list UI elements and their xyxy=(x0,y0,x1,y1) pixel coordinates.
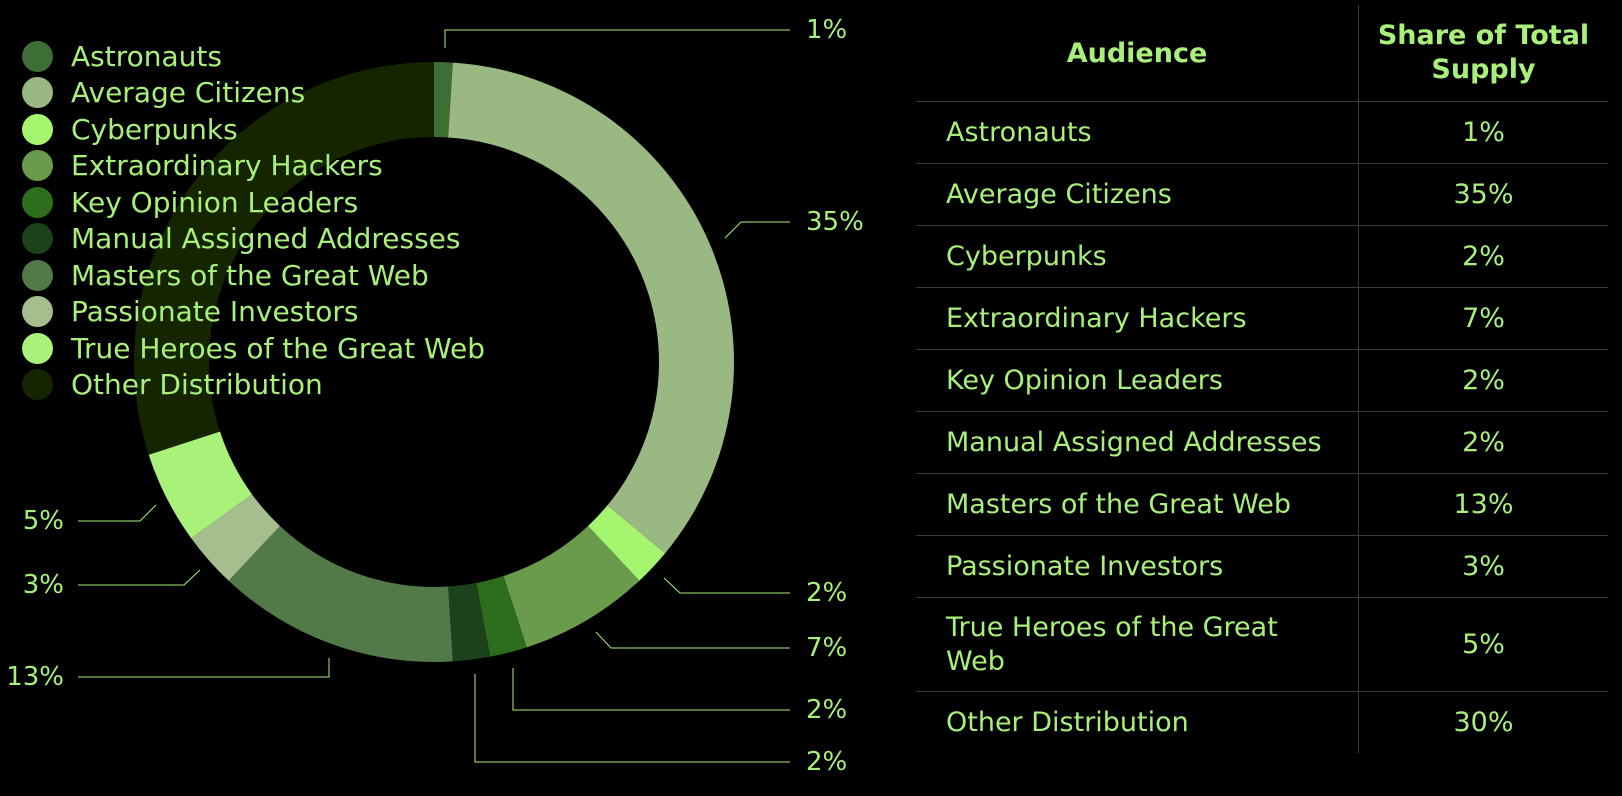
share-cell: 2% xyxy=(1358,349,1608,412)
slice-label-key-opinion-leaders: 2% xyxy=(806,695,847,725)
slice-label-astronauts: 1% xyxy=(806,15,847,45)
share-cell: 35% xyxy=(1358,163,1608,226)
legend-label: Astronauts xyxy=(71,39,222,73)
table-header-row: Audience Share of Total Supply xyxy=(916,5,1608,102)
legend-item-true-heroes-of-the-great-web: True Heroes of the Great Web xyxy=(22,330,485,367)
legend-swatch-icon xyxy=(22,186,53,218)
supply-table: Audience Share of Total Supply Astronaut… xyxy=(916,5,1608,753)
slice-label-extraordinary-hackers: 7% xyxy=(806,633,847,663)
slice-labels: 1% 35% 2% 7% 2% 2% 13% 3% 5% xyxy=(6,15,864,777)
legend-swatch-icon xyxy=(22,113,53,145)
legend-label: Other Distribution xyxy=(71,368,323,402)
slice-other-distribution xyxy=(133,62,434,455)
donut-chart: 1% 35% 2% 7% 2% 2% 13% 3% 5% Astronauts Average C… xyxy=(6,15,864,777)
table-row: Key Opinion Leaders 2% xyxy=(916,349,1608,412)
table-row: Masters of the Great Web 13% xyxy=(916,473,1608,536)
legend-label: Masters of the Great Web xyxy=(71,258,429,292)
leader-lines xyxy=(78,29,790,763)
leader-line-cyberpunks xyxy=(663,577,790,594)
leader-line-passionate-investors xyxy=(78,569,201,586)
donut-slices xyxy=(133,62,735,662)
audience-cell: True Heroes of the Great Web xyxy=(916,597,1359,692)
slice-extraordinary-hackers xyxy=(503,526,640,648)
legend-item-extraordinary-hackers: Extraordinary Hackers xyxy=(22,148,485,185)
legend-label: True Heroes of the Great Web xyxy=(71,331,486,365)
slice-manual-assigned-addresses xyxy=(448,583,491,662)
table-row: Extraordinary Hackers 7% xyxy=(916,287,1608,350)
slice-astronauts xyxy=(434,62,453,138)
legend-swatch-icon xyxy=(22,40,53,72)
leader-line-astronauts xyxy=(444,29,790,48)
audience-cell: Extraordinary Hackers xyxy=(916,287,1359,350)
header-share: Share of Total Supply xyxy=(1358,5,1608,102)
audience-cell: Average Citizens xyxy=(916,163,1359,226)
legend-swatch-icon xyxy=(22,332,53,364)
audience-cell: Passionate Investors xyxy=(916,535,1359,598)
table-row: Manual Assigned Addresses 2% xyxy=(916,411,1608,474)
slice-key-opinion-leaders xyxy=(476,575,527,657)
leader-line-masters-of-the-great-web xyxy=(78,658,330,678)
slice-label-masters-of-the-great-web: 13% xyxy=(6,662,64,692)
share-cell: 2% xyxy=(1358,225,1608,288)
legend-item-key-opinion-leaders: Key Opinion Leaders xyxy=(22,184,485,221)
table-row: Astronauts 1% xyxy=(916,101,1608,164)
audience-cell: Astronauts xyxy=(916,101,1359,164)
share-cell: 2% xyxy=(1358,411,1608,474)
leader-line-manual-assigned-addresses xyxy=(474,674,790,763)
legend-label: Manual Assigned Addresses xyxy=(71,222,461,256)
legend-swatch-icon xyxy=(22,223,53,255)
audience-cell: Cyberpunks xyxy=(916,225,1359,288)
leader-line-key-opinion-leaders xyxy=(512,668,790,711)
share-cell: 7% xyxy=(1358,287,1608,350)
slice-true-heroes-of-the-great-web xyxy=(148,431,252,539)
share-cell: 3% xyxy=(1358,535,1608,598)
legend-item-other-distribution: Other Distribution xyxy=(22,367,485,404)
slice-label-cyberpunks: 2% xyxy=(806,578,847,608)
share-cell: 30% xyxy=(1358,691,1608,753)
audience-cell: Masters of the Great Web xyxy=(916,473,1359,536)
slice-label-average-citizens: 35% xyxy=(806,207,864,237)
legend-item-cyberpunks: Cyberpunks xyxy=(22,111,485,148)
table-row: Passionate Investors 3% xyxy=(916,535,1608,598)
leader-line-extraordinary-hackers xyxy=(595,631,790,649)
table-row: Average Citizens 35% xyxy=(916,163,1608,226)
slice-label-passionate-investors: 3% xyxy=(23,570,64,600)
share-cell: 1% xyxy=(1358,101,1608,164)
audience-cell: Key Opinion Leaders xyxy=(916,349,1359,412)
legend-item-passionate-investors: Passionate Investors xyxy=(22,294,485,331)
table-row: Cyberpunks 2% xyxy=(916,225,1608,288)
leader-line-average-citizens xyxy=(724,221,790,239)
table-row: True Heroes of the Great Web 5% xyxy=(916,597,1608,692)
legend-swatch-icon xyxy=(22,296,53,328)
legend-label: Passionate Investors xyxy=(71,295,359,329)
audience-cell: Manual Assigned Addresses xyxy=(916,411,1359,474)
slice-average-citizens xyxy=(448,62,735,554)
slice-passionate-investors xyxy=(191,494,280,581)
chart-legend: Astronauts Average Citizens Cyberpunks Extr… xyxy=(22,38,485,403)
legend-item-manual-assigned-addresses: Manual Assigned Addresses xyxy=(22,221,485,258)
legend-item-astronauts: Astronauts xyxy=(22,38,485,75)
legend-item-average-citizens: Average Citizens xyxy=(22,75,485,112)
legend-swatch-icon xyxy=(22,259,53,291)
share-cell: 5% xyxy=(1358,597,1608,692)
legend-label: Key Opinion Leaders xyxy=(71,185,359,219)
legend-swatch-icon xyxy=(22,150,53,182)
share-cell: 13% xyxy=(1358,473,1608,536)
header-audience: Audience xyxy=(916,5,1359,102)
legend-item-masters-of-the-great-web: Masters of the Great Web xyxy=(22,257,485,294)
slice-masters-of-the-great-web xyxy=(228,526,453,662)
legend-label: Average Citizens xyxy=(71,76,306,110)
legend-swatch-icon xyxy=(22,77,53,109)
table-row: Other Distribution 30% xyxy=(916,691,1608,753)
slice-cyberpunks xyxy=(588,505,666,581)
legend-label: Cyberpunks xyxy=(71,112,238,146)
slice-label-manual-assigned-addresses: 2% xyxy=(806,747,847,777)
slice-label-true-heroes-of-the-great-web: 5% xyxy=(23,506,64,536)
legend-label: Extraordinary Hackers xyxy=(71,149,383,183)
leader-line-true-heroes-of-the-great-web xyxy=(78,504,157,522)
legend-swatch-icon xyxy=(22,369,53,401)
donut-chart-svg: 1% 35% 2% 7% 2% 2% 13% 3% 5% xyxy=(6,15,864,777)
audience-cell: Other Distribution xyxy=(946,707,1189,738)
